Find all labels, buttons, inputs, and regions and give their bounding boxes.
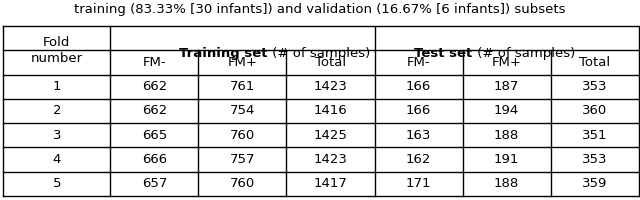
Text: 5: 5 <box>52 177 61 190</box>
Text: FM+: FM+ <box>492 56 522 69</box>
Text: 1416: 1416 <box>314 104 348 117</box>
Text: 359: 359 <box>582 177 607 190</box>
Text: 188: 188 <box>494 177 519 190</box>
Text: 188: 188 <box>494 129 519 142</box>
Text: (# of samples): (# of samples) <box>472 47 575 60</box>
Text: 2: 2 <box>52 104 61 117</box>
Text: 1425: 1425 <box>314 129 348 142</box>
Text: (# of samples): (# of samples) <box>268 47 370 60</box>
Text: 662: 662 <box>141 104 167 117</box>
Text: 194: 194 <box>494 104 519 117</box>
Text: 1: 1 <box>52 80 61 93</box>
Text: 1423: 1423 <box>314 153 348 166</box>
Text: Total: Total <box>315 56 346 69</box>
Text: 353: 353 <box>582 153 607 166</box>
Text: 1417: 1417 <box>314 177 348 190</box>
Text: 166: 166 <box>406 80 431 93</box>
Text: 665: 665 <box>141 129 167 142</box>
Text: training (83.33% [30 infants]) and validation (16.67% [6 infants]) subsets: training (83.33% [30 infants]) and valid… <box>74 3 566 16</box>
Text: FM-: FM- <box>407 56 430 69</box>
Text: Test set: Test set <box>414 47 472 60</box>
Text: 657: 657 <box>141 177 167 190</box>
Text: 754: 754 <box>230 104 255 117</box>
Text: 187: 187 <box>494 80 519 93</box>
Text: FM+: FM+ <box>227 56 257 69</box>
Text: Training set: Training set <box>179 47 268 60</box>
Text: 163: 163 <box>406 129 431 142</box>
Text: 351: 351 <box>582 129 607 142</box>
Text: 4: 4 <box>52 153 61 166</box>
Text: 761: 761 <box>230 80 255 93</box>
Text: 171: 171 <box>406 177 431 190</box>
Text: Total: Total <box>579 56 611 69</box>
Text: 1423: 1423 <box>314 80 348 93</box>
Text: Fold
number: Fold number <box>31 36 83 65</box>
Text: FM-: FM- <box>143 56 166 69</box>
Text: 662: 662 <box>141 80 167 93</box>
Text: 166: 166 <box>406 104 431 117</box>
Text: 191: 191 <box>494 153 519 166</box>
Text: 3: 3 <box>52 129 61 142</box>
Text: 360: 360 <box>582 104 607 117</box>
Text: 353: 353 <box>582 80 607 93</box>
Text: 666: 666 <box>142 153 167 166</box>
Text: 760: 760 <box>230 129 255 142</box>
Text: 757: 757 <box>230 153 255 166</box>
Text: 760: 760 <box>230 177 255 190</box>
Text: 162: 162 <box>406 153 431 166</box>
